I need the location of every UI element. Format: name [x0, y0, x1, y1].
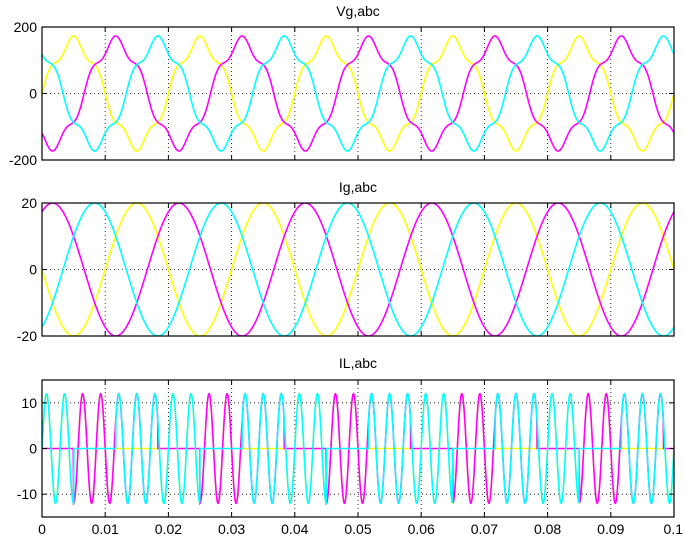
subplot-vg: Vg,abc 200 0 -200 — [9, 3, 675, 168]
series-line-3 — [42, 35, 674, 152]
series-line-1 — [42, 203, 674, 336]
subplot-ig-yticks: 20 0 -20 — [17, 195, 37, 344]
x-tick-label: 0 — [38, 521, 46, 537]
subplot-il-yticks: 10 0 -10 — [17, 395, 37, 502]
subplot-vg-series — [42, 35, 674, 152]
subplot-il-title: IL,abc — [339, 355, 377, 371]
series-line-3 — [42, 392, 674, 506]
y-tick-label: -20 — [17, 328, 37, 344]
y-tick-label: 0 — [29, 441, 37, 457]
series-line-1 — [42, 35, 674, 152]
x-tick-label: 0.07 — [471, 521, 498, 537]
x-tick-label: 0.03 — [218, 521, 245, 537]
subplot-il-tickmarks — [41, 380, 675, 517]
y-tick-label: 10 — [21, 395, 37, 411]
series-line-2 — [42, 203, 674, 336]
y-tick-label: 0 — [29, 262, 37, 278]
x-tick-label: 0.04 — [281, 521, 308, 537]
subplot-ig: Ig,abc 20 0 -20 — [17, 179, 675, 344]
y-tick-label: 20 — [21, 195, 37, 211]
subplot-ig-tickmarks — [41, 202, 675, 337]
x-tick-label: 0.06 — [408, 521, 435, 537]
x-tick-label: 0.02 — [155, 521, 182, 537]
x-tick-label: 0.01 — [92, 521, 119, 537]
subplot-vg-yticks: 200 0 -200 — [9, 19, 37, 168]
x-tick-label: 0.08 — [534, 521, 561, 537]
subplot-il: IL,abc 100-10 0 0.01 0.02 0.03 0.04 0.05 0.06 0… — [17, 355, 683, 537]
subplot-il-xticks: 0 0.01 0.02 0.03 0.04 0.05 0.06 0.07 0.08 0.09 0.1 — [38, 521, 683, 537]
subplot-ig-series — [42, 203, 674, 336]
x-tick-label: 0.09 — [597, 521, 624, 537]
x-tick-label: 0.05 — [344, 521, 371, 537]
y-tick-label: -10 — [17, 486, 37, 502]
subplot-vg-tickmarks — [41, 26, 675, 161]
series-line-2 — [42, 35, 674, 152]
subplot-il-series — [42, 392, 674, 506]
y-tick-label: 200 — [14, 19, 38, 35]
y-tick-label: -200 — [9, 152, 37, 168]
subplot-ig-title: Ig,abc — [339, 179, 377, 195]
series-line-3 — [42, 203, 674, 336]
subplot-vg-title: Vg,abc — [336, 3, 380, 19]
x-tick-label: 0.1 — [664, 521, 684, 537]
y-tick-label: 0 — [29, 86, 37, 102]
